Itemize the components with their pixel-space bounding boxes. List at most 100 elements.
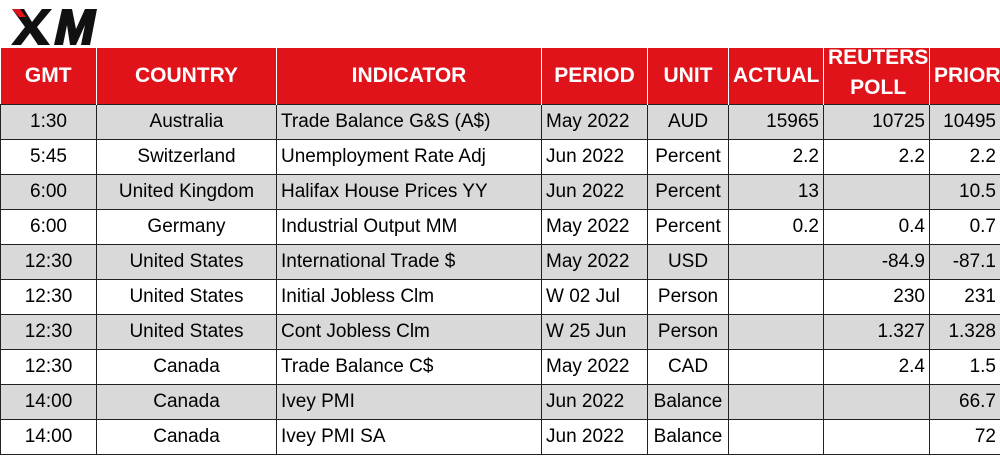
cell-unit: Person (647, 279, 729, 315)
cell-prior: 2.2 (929, 139, 1000, 175)
header-reuters-line2: POLL (850, 76, 907, 99)
cell-country: Australia (96, 104, 277, 140)
cell-unit: USD (647, 244, 729, 280)
cell-country: Switzerland (96, 139, 277, 175)
cell-unit: Person (647, 314, 729, 350)
cell-country: United Kingdom (96, 174, 277, 210)
cell-prior: 1.5 (929, 349, 1000, 385)
cell-period: Jun 2022 (541, 419, 648, 455)
cell-period: May 2022 (541, 349, 648, 385)
table-row: 12:30 United States International Trade … (0, 244, 1000, 280)
cell-gmt: 12:30 (0, 349, 97, 385)
cell-actual (728, 349, 824, 385)
table-row: 5:45 Switzerland Unemployment Rate Adj J… (0, 139, 1000, 175)
cell-period: May 2022 (541, 244, 648, 280)
cell-actual: 13 (728, 174, 824, 210)
cell-prior: -87.1 (929, 244, 1000, 280)
table-row: 12:30 United States Cont Jobless Clm W 2… (0, 314, 1000, 350)
cell-poll: 230 (823, 279, 930, 315)
cell-indicator: International Trade $ (276, 244, 542, 280)
cell-period: W 02 Jul (541, 279, 648, 315)
header-unit: UNIT (647, 48, 729, 105)
cell-unit: Balance (647, 419, 729, 455)
cell-period: W 25 Jun (541, 314, 648, 350)
cell-indicator: Initial Jobless Clm (276, 279, 542, 315)
cell-country: Canada (96, 349, 277, 385)
cell-gmt: 1:30 (0, 104, 97, 140)
header-gmt: GMT (0, 48, 97, 105)
cell-poll (823, 174, 930, 210)
header-prior: PRIOR (929, 48, 1000, 105)
cell-gmt: 12:30 (0, 314, 97, 350)
cell-actual (728, 314, 824, 350)
cell-poll: 1.327 (823, 314, 930, 350)
header-row: GMT COUNTRY INDICATOR PERIOD UNIT ACTUAL… (0, 48, 1000, 105)
cell-prior: 0.7 (929, 209, 1000, 245)
cell-period: May 2022 (541, 104, 648, 140)
cell-country: United States (96, 279, 277, 315)
header-period: PERIOD (541, 48, 648, 105)
table-row: 14:00 Canada Ivey PMI SA Jun 2022 Balanc… (0, 419, 1000, 455)
cell-prior: 10495 (929, 104, 1000, 140)
cell-period: Jun 2022 (541, 139, 648, 175)
cell-unit: Percent (647, 139, 729, 175)
cell-prior: 1.328 (929, 314, 1000, 350)
header-actual: ACTUAL (728, 48, 824, 105)
cell-gmt: 6:00 (0, 174, 97, 210)
cell-indicator: Ivey PMI (276, 384, 542, 420)
cell-period: Jun 2022 (541, 384, 648, 420)
cell-unit: Balance (647, 384, 729, 420)
cell-unit: CAD (647, 349, 729, 385)
table-row: 1:30 Australia Trade Balance G&S (A$) Ma… (0, 104, 1000, 140)
cell-indicator: Industrial Output MM (276, 209, 542, 245)
table-row: 6:00 Germany Industrial Output MM May 20… (0, 209, 1000, 245)
cell-actual: 15965 (728, 104, 824, 140)
cell-actual: 2.2 (728, 139, 824, 175)
cell-unit: Percent (647, 174, 729, 210)
cell-country: United States (96, 244, 277, 280)
table-row: 14:00 Canada Ivey PMI Jun 2022 Balance 6… (0, 384, 1000, 420)
cell-indicator: Ivey PMI SA (276, 419, 542, 455)
cell-poll: 2.4 (823, 349, 930, 385)
table-row: 12:30 United States Initial Jobless Clm … (0, 279, 1000, 315)
cell-unit: Percent (647, 209, 729, 245)
cell-actual (728, 244, 824, 280)
header-country: COUNTRY (96, 48, 277, 105)
cell-gmt: 14:00 (0, 384, 97, 420)
cell-indicator: Cont Jobless Clm (276, 314, 542, 350)
cell-prior: 72 (929, 419, 1000, 455)
header-indicator: INDICATOR (276, 48, 542, 105)
cell-country: United States (96, 314, 277, 350)
cell-gmt: 12:30 (0, 244, 97, 280)
header-reuters-poll: REUTERS POLL (823, 48, 930, 105)
header-reuters-line1: REUTERS (828, 48, 929, 69)
cell-prior: 66.7 (929, 384, 1000, 420)
cell-indicator: Trade Balance G&S (A$) (276, 104, 542, 140)
cell-gmt: 12:30 (0, 279, 97, 315)
cell-gmt: 5:45 (0, 139, 97, 175)
cell-actual (728, 279, 824, 315)
cell-poll (823, 419, 930, 455)
cell-prior: 10.5 (929, 174, 1000, 210)
cell-gmt: 14:00 (0, 419, 97, 455)
cell-period: Jun 2022 (541, 174, 648, 210)
cell-actual: 0.2 (728, 209, 824, 245)
cell-prior: 231 (929, 279, 1000, 315)
table-row: 12:30 Canada Trade Balance C$ May 2022 C… (0, 349, 1000, 385)
xm-logo-icon (11, 9, 97, 45)
economic-calendar-table: GMT COUNTRY INDICATOR PERIOD UNIT ACTUAL… (0, 48, 1000, 455)
cell-actual (728, 384, 824, 420)
cell-country: Canada (96, 419, 277, 455)
cell-indicator: Unemployment Rate Adj (276, 139, 542, 175)
cell-poll (823, 384, 930, 420)
table-row: 6:00 United Kingdom Halifax House Prices… (0, 174, 1000, 210)
cell-poll: 0.4 (823, 209, 930, 245)
cell-actual (728, 419, 824, 455)
cell-gmt: 6:00 (0, 209, 97, 245)
cell-unit: AUD (647, 104, 729, 140)
xm-logo (10, 3, 100, 47)
cell-country: Canada (96, 384, 277, 420)
cell-poll: -84.9 (823, 244, 930, 280)
cell-indicator: Halifax House Prices YY (276, 174, 542, 210)
